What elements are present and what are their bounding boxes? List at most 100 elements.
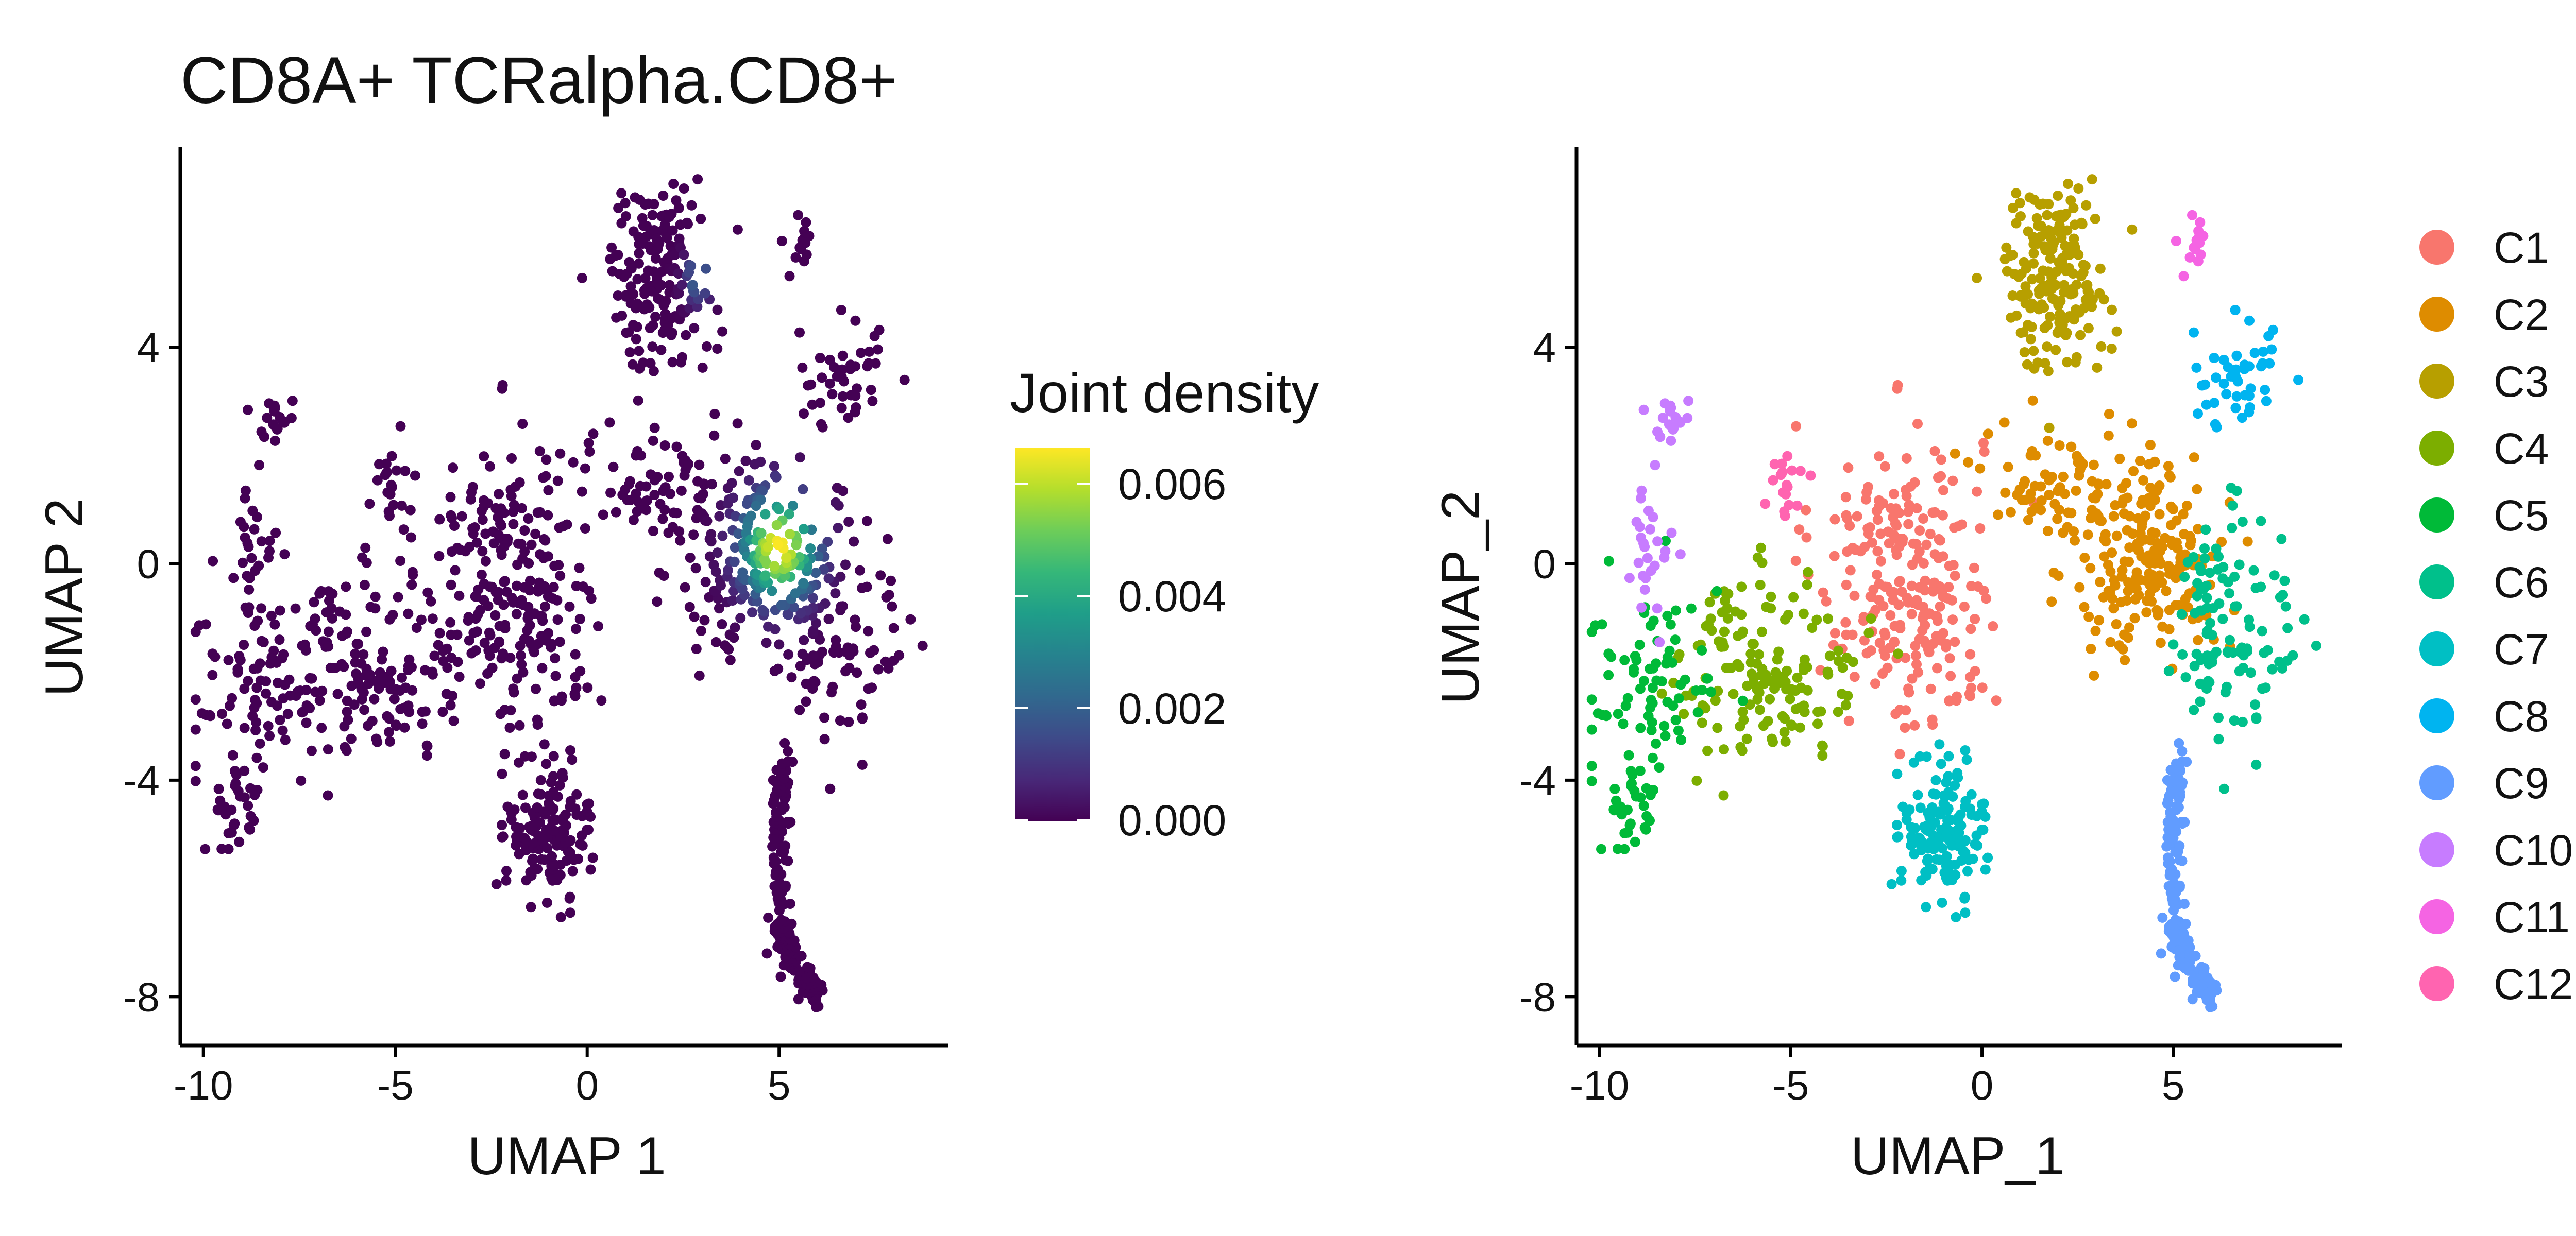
- cluster-point: [2177, 746, 2188, 757]
- legend-label: C1: [2494, 224, 2549, 272]
- density-point: [341, 745, 352, 756]
- cluster-point: [2237, 716, 2248, 727]
- density-point: [469, 522, 480, 533]
- cluster-point: [2014, 198, 2025, 209]
- cluster-point: [2062, 357, 2073, 368]
- cluster-point: [2211, 646, 2222, 657]
- density-point: [769, 561, 780, 572]
- cluster-point: [2256, 516, 2266, 526]
- cluster-point: [1936, 635, 1946, 646]
- density-point: [497, 383, 507, 394]
- cluster-point: [2047, 244, 2058, 254]
- cluster-point: [2145, 535, 2156, 546]
- cluster-point: [1766, 591, 1776, 602]
- density-point: [668, 179, 679, 189]
- cluster-point: [2202, 676, 2213, 686]
- cluster-point: [1897, 801, 1908, 812]
- density-point: [725, 655, 736, 665]
- cluster-point: [2275, 592, 2285, 603]
- density-point: [449, 521, 460, 531]
- density-point: [817, 646, 827, 657]
- density-point: [686, 200, 697, 211]
- legend-label: C2: [2494, 290, 2549, 339]
- density-point: [864, 346, 875, 357]
- density-point: [755, 456, 766, 467]
- density-point: [585, 864, 596, 875]
- cluster-point: [1788, 592, 1799, 603]
- cluster-point: [2227, 523, 2238, 534]
- density-point: [726, 478, 737, 489]
- cluster-point: [1950, 571, 1960, 581]
- legend-label: C9: [2494, 759, 2549, 808]
- density-point: [364, 499, 375, 509]
- density-point: [604, 417, 615, 428]
- cluster-point: [1802, 685, 1813, 696]
- density-point: [509, 500, 519, 510]
- cluster-point: [2138, 475, 2149, 486]
- density-point: [674, 526, 685, 537]
- cluster-point: [1863, 627, 1874, 638]
- cluster-point: [1754, 649, 1765, 660]
- cluster-point: [1953, 521, 1963, 532]
- density-point: [399, 722, 410, 733]
- density-point: [783, 746, 793, 757]
- density-point: [794, 452, 805, 463]
- cluster-point: [1874, 451, 1885, 462]
- density-point: [240, 485, 251, 496]
- cluster-point: [2123, 632, 2133, 643]
- cluster-point: [2199, 553, 2210, 564]
- cluster-point: [1903, 597, 1913, 608]
- density-point: [437, 707, 448, 717]
- cluster-point: [2154, 509, 2165, 520]
- density-point: [649, 490, 660, 500]
- density-point: [722, 643, 733, 654]
- cluster-point: [1596, 844, 1606, 854]
- density-point: [819, 712, 830, 723]
- cluster-point: [1712, 723, 1723, 733]
- density-point: [583, 825, 594, 835]
- cluster-point: [2052, 513, 2063, 524]
- cluster-point: [1769, 459, 1780, 470]
- cluster-point: [2230, 403, 2241, 414]
- density-point: [361, 626, 372, 637]
- density-point: [552, 791, 563, 802]
- cluster-point: [1799, 654, 1810, 665]
- cluster-point: [1947, 614, 1958, 625]
- cluster-point: [2194, 562, 2205, 573]
- cluster-point: [1937, 897, 1947, 908]
- density-point: [500, 576, 510, 587]
- cluster-point: [2104, 408, 2114, 419]
- density-point: [875, 570, 886, 581]
- cluster-point: [2093, 479, 2104, 490]
- cluster-point: [1807, 623, 1818, 633]
- cluster-point: [1944, 653, 1955, 664]
- cluster-point: [2156, 948, 2166, 959]
- cluster-point: [2184, 956, 2195, 967]
- cluster-point: [2164, 605, 2175, 615]
- density-point: [628, 289, 639, 300]
- cluster-point: [2027, 274, 2038, 285]
- density-point: [506, 491, 517, 502]
- density-point: [524, 620, 535, 630]
- cluster-point: [2222, 681, 2232, 692]
- density-point: [779, 737, 790, 748]
- density-point: [843, 413, 854, 423]
- cluster-point: [2200, 379, 2211, 390]
- density-point: [248, 815, 259, 826]
- cluster-point: [2248, 565, 2259, 576]
- cluster-point: [2260, 682, 2271, 693]
- cluster-point: [1886, 879, 1897, 889]
- density-point: [631, 334, 641, 345]
- density-point: [580, 463, 590, 474]
- cluster-point: [1874, 495, 1885, 506]
- density-point: [502, 534, 513, 544]
- cluster-point: [2103, 430, 2114, 441]
- density-point: [565, 835, 576, 846]
- density-point: [470, 645, 481, 656]
- cluster-point: [2269, 570, 2280, 581]
- density-point: [499, 749, 510, 760]
- cluster-point: [1651, 675, 1662, 686]
- density-point: [831, 634, 841, 645]
- density-point: [269, 403, 280, 413]
- density-point: [485, 461, 495, 472]
